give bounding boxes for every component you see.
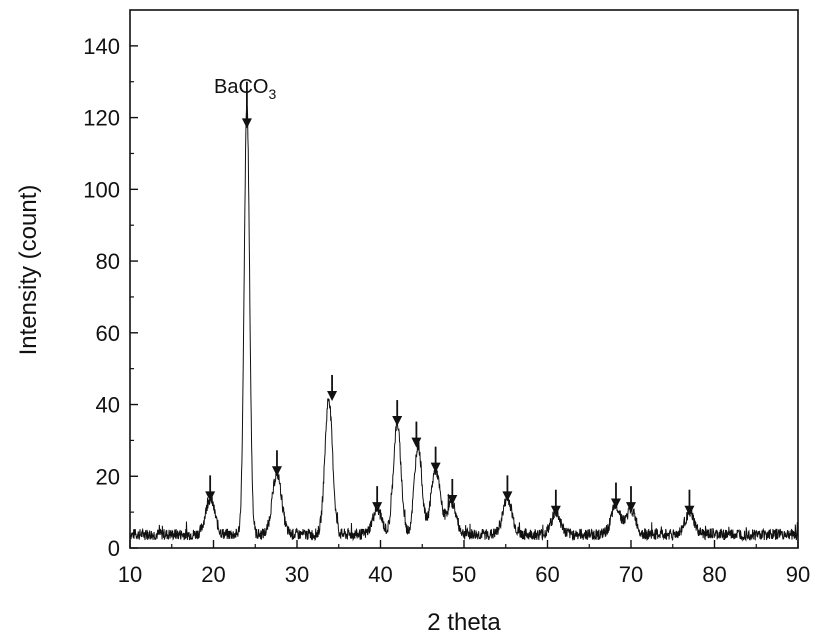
annotation-text: BaCO bbox=[214, 76, 268, 98]
peak-marker-arrow bbox=[205, 475, 216, 502]
diffraction-curve bbox=[129, 104, 799, 542]
x-tick-label: 60 bbox=[535, 562, 559, 587]
peak-marker-arrow bbox=[271, 450, 282, 477]
y-tick-label: 120 bbox=[83, 106, 120, 131]
bac03-annotation: BaCO3 bbox=[214, 76, 276, 102]
annotation-subscript: 3 bbox=[268, 86, 276, 102]
x-tick-label: 50 bbox=[452, 562, 476, 587]
y-tick-label: 140 bbox=[83, 34, 120, 59]
bac03-arrow bbox=[241, 81, 252, 129]
peak-marker-arrow bbox=[327, 374, 338, 401]
y-axis-ticks: 0 20 40 60 80 100 120 140 bbox=[83, 34, 138, 561]
y-axis-label: Intensity (count) bbox=[15, 185, 42, 356]
x-tick-label: 80 bbox=[702, 562, 726, 587]
peak-marker-arrow bbox=[626, 486, 636, 513]
x-tick-label: 40 bbox=[368, 562, 392, 587]
peak-marker-arrow bbox=[684, 489, 695, 516]
diffraction-curve-layer bbox=[129, 104, 799, 542]
y-tick-label: 60 bbox=[96, 321, 120, 346]
peak-marker-arrow bbox=[392, 400, 403, 427]
x-tick-label: 30 bbox=[285, 562, 309, 587]
y-tick-label: 0 bbox=[108, 536, 120, 561]
peak-marker-arrow bbox=[502, 475, 513, 502]
peak-marker-arrow bbox=[447, 478, 458, 505]
x-tick-label: 10 bbox=[118, 562, 142, 587]
x-axis-ticks: 10 20 30 40 50 60 70 80 90 bbox=[118, 540, 810, 587]
peak-marker-arrow bbox=[411, 421, 422, 448]
peak-markers bbox=[205, 374, 695, 516]
peak-marker-arrow bbox=[550, 489, 561, 516]
x-tick-label: 20 bbox=[201, 562, 225, 587]
peak-marker-arrow bbox=[610, 482, 621, 509]
y-tick-label: 100 bbox=[83, 177, 120, 202]
x-tick-label: 70 bbox=[619, 562, 643, 587]
x-axis-label: 2 theta bbox=[427, 609, 501, 636]
y-tick-label: 80 bbox=[96, 249, 120, 274]
peak-marker-arrow bbox=[372, 486, 383, 513]
x-tick-label: 90 bbox=[786, 562, 810, 587]
y-tick-label: 20 bbox=[96, 464, 120, 489]
peak-marker-arrow bbox=[430, 446, 441, 473]
y-tick-label: 40 bbox=[96, 393, 120, 418]
